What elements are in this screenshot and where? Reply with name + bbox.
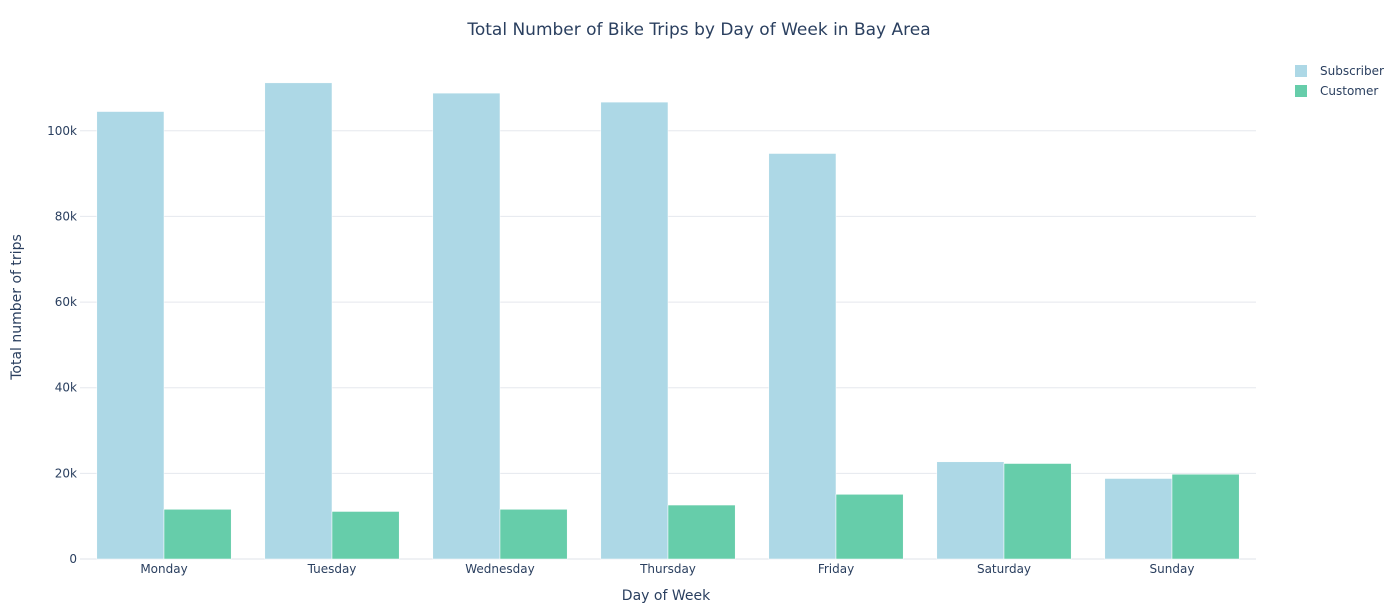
bar-subscriber-saturday[interactable] xyxy=(936,461,1005,560)
x-tick-label: Saturday xyxy=(977,562,1031,576)
legend-swatch-subscriber[interactable] xyxy=(1295,65,1307,77)
bar-subscriber-tuesday[interactable] xyxy=(264,82,333,560)
y-tick-label: 100k xyxy=(47,124,77,138)
chart-title: Total Number of Bike Trips by Day of Wee… xyxy=(466,20,930,40)
y-tick-label: 60k xyxy=(55,295,77,309)
bar-customer-friday[interactable] xyxy=(835,494,904,560)
x-tick-label: Wednesday xyxy=(465,562,534,576)
y-tick-label: 20k xyxy=(55,466,77,480)
legend-label-subscriber[interactable]: Subscriber xyxy=(1320,64,1384,78)
x-tick-label: Friday xyxy=(818,562,854,576)
legend-swatch-customer[interactable] xyxy=(1295,85,1307,97)
y-axis-title: Total number of trips xyxy=(9,234,25,381)
y-axis-ticks: 0 20k 40k 60k 80k 100k xyxy=(47,124,77,566)
x-axis-title: Day of Week xyxy=(622,588,711,604)
x-axis-ticks: Monday Tuesday Wednesday Thursday Friday Satu… xyxy=(140,562,1194,576)
x-tick-label: Sunday xyxy=(1150,562,1195,576)
bar-subscriber-friday[interactable] xyxy=(768,153,837,560)
bar-customer-thursday[interactable] xyxy=(667,504,736,560)
bar-customer-tuesday[interactable] xyxy=(331,511,400,560)
x-tick-label: Monday xyxy=(140,562,187,576)
legend[interactable]: Subscriber Customer xyxy=(1295,64,1384,98)
bar-subscriber-wednesday[interactable] xyxy=(432,92,501,560)
y-tick-label: 40k xyxy=(55,381,77,395)
bar-subscriber-monday[interactable] xyxy=(96,111,165,560)
bar-subscriber-sunday[interactable] xyxy=(1104,478,1173,560)
y-tick-label: 80k xyxy=(55,209,77,223)
bar-customer-wednesday[interactable] xyxy=(499,509,568,560)
bar-customer-sunday[interactable] xyxy=(1171,473,1240,560)
x-tick-label: Tuesday xyxy=(307,562,357,576)
bar-customer-saturday[interactable] xyxy=(1003,463,1072,560)
bars xyxy=(96,82,1240,560)
y-tick-label: 0 xyxy=(69,552,77,566)
bar-customer-monday[interactable] xyxy=(163,509,232,560)
x-tick-label: Thursday xyxy=(639,562,696,576)
bar-subscriber-thursday[interactable] xyxy=(600,101,669,560)
legend-label-customer[interactable]: Customer xyxy=(1320,84,1378,98)
